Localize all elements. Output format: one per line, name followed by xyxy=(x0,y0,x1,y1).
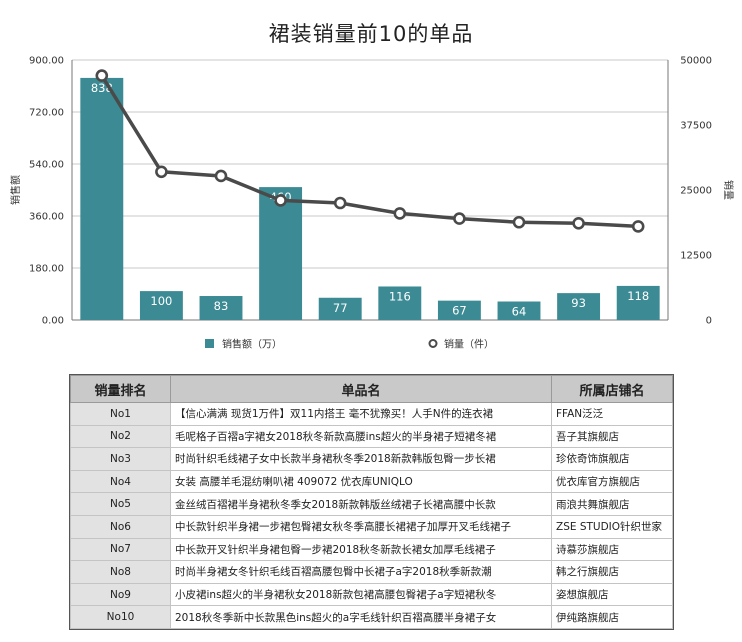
table-row: No4 女装 高腰羊毛混纺喇叭裙 409072 优衣库UNIQLO 优衣库官方旗舰店 xyxy=(70,469,673,494)
bar-value-label: 100 xyxy=(150,294,172,308)
line-point xyxy=(631,220,645,233)
table-row: No9 小皮裙ins超火的半身裙秋女2018新款包裙高腰包臀裙子a字短裙秋冬 姿想旗… xyxy=(70,582,673,607)
line-point xyxy=(393,207,407,220)
legend-bar-swatch xyxy=(205,339,214,348)
rank-cell: No4 xyxy=(70,469,171,494)
ranking-table: 销量排名 单品名 所属店铺名 No1 【信心满满 现货1万件】双11内搭王 毫不犹… xyxy=(69,374,674,630)
y-left-tick-label: 720.00 xyxy=(29,108,64,119)
bar xyxy=(139,291,183,320)
table-row: No2 毛呢格子百褶a字裙女2018秋冬新款高腰ins超火的半身裙子短裙冬裙 吾子其… xyxy=(70,424,673,449)
line-point xyxy=(274,194,287,207)
y-left-tick-label: 540.00 xyxy=(29,160,64,171)
product-cell: 时尚半身裙女冬针织毛线百褶高腰包臀中长裙子a字2018秋季新款潮 xyxy=(170,560,552,584)
header-shop: 所属店铺名 xyxy=(551,375,673,403)
y-left-tick-label: 180.00 xyxy=(29,264,64,275)
shop-cell: 诗慕莎旗舰店 xyxy=(551,537,673,562)
y-left-tick-label: 900.00 xyxy=(29,56,64,67)
bar xyxy=(497,301,541,320)
shop-cell: 韩之行旗舰店 xyxy=(551,560,673,584)
table-header-row: 销量排名 单品名 所属店铺名 xyxy=(70,375,673,403)
table-row: No3 时尚针织毛线裙子女中长款半身裙秋冬季2018新款韩版包臀一步长裙 珍依奇饰旗… xyxy=(70,447,673,471)
product-cell: 【信心满满 现货1万件】双11内搭王 毫不犹豫买！人手N件的连衣裙 xyxy=(170,402,552,426)
shop-cell: ZSE STUDIO针织世家 xyxy=(551,514,673,539)
header-product: 单品名 xyxy=(170,375,552,403)
shop-cell: FFAN泛泛 xyxy=(551,402,673,426)
legend-bar-label: 销售额（万） xyxy=(222,338,282,351)
y-left-tick-label: 360.00 xyxy=(29,212,64,223)
shop-cell: 伊纯路旗舰店 xyxy=(551,605,673,629)
y-left-tick-label: 0.00 xyxy=(42,316,64,327)
product-cell: 女装 高腰羊毛混纺喇叭裙 409072 优衣库UNIQLO xyxy=(170,469,552,494)
product-cell: 时尚针织毛线裙子女中长款半身裙秋冬季2018新款韩版包臀一步长裙 xyxy=(170,447,552,471)
rank-cell: No9 xyxy=(70,582,171,607)
chart-title: 裙装销量前10的单品 xyxy=(268,22,474,46)
table-row: No7 中长款开叉针织半身裙包臀一步裙2018秋冬新款长裙女加厚毛线裙子 诗慕莎旗舰… xyxy=(70,537,673,562)
y-right-tick-label: 0 xyxy=(706,316,712,327)
y-right-axis-title: 销量 xyxy=(722,180,735,200)
shop-cell: 优衣库官方旗舰店 xyxy=(551,469,673,494)
line-point xyxy=(155,165,168,179)
bar xyxy=(199,296,243,320)
line-point xyxy=(214,169,228,183)
line-point xyxy=(95,69,109,82)
shop-cell: 姿想旗舰店 xyxy=(551,582,673,607)
product-cell: 2018秋冬季新中长款黑色ins超火的a字毛线针织百褶高腰半身裙子女 xyxy=(170,605,552,629)
bar xyxy=(259,187,303,320)
y-right-tick-label: 50000 xyxy=(680,56,712,67)
product-cell: 中长款针织半身裙一步裙包臀裙女秋冬季高腰长裙裙子加厚开叉毛线裙子 xyxy=(170,514,552,539)
bar xyxy=(80,77,124,321)
bar-value-label: 67 xyxy=(452,304,467,318)
line-point xyxy=(453,212,466,225)
line-point xyxy=(333,196,347,210)
rank-cell: No10 xyxy=(70,605,171,629)
bar-value-label: 64 xyxy=(512,305,527,319)
product-cell: 中长款开叉针织半身裙包臀一步裙2018秋冬新款长裙女加厚毛线裙子 xyxy=(170,537,552,562)
bar-value-label: 118 xyxy=(627,289,649,303)
sales-volume-line xyxy=(100,74,639,229)
table-row: No8 时尚半身裙女冬针织毛线百褶高腰包臀中长裙子a字2018秋季新款潮 韩之行旗舰… xyxy=(70,560,673,584)
y-right-tick-label: 25000 xyxy=(680,186,712,197)
rank-cell: No5 xyxy=(70,492,171,516)
y-left-axis-title: 销售额 xyxy=(9,175,22,205)
bar xyxy=(616,285,660,320)
table-row: No10 2018秋冬季新中长款黑色ins超火的a字毛线针织百褶高腰半身裙子女 伊纯… xyxy=(70,605,673,629)
shop-cell: 雨浪共舞旗舰店 xyxy=(551,492,673,516)
product-cell: 金丝绒百褶裙半身裙秋冬季女2018新款韩版丝绒裙子长裙高腰中长款 xyxy=(170,492,552,516)
shop-cell: 吾子其旗舰店 xyxy=(551,424,673,449)
bar xyxy=(557,293,601,320)
rank-cell: No6 xyxy=(70,514,171,539)
bar-value-label: 83 xyxy=(214,299,229,313)
bar xyxy=(437,300,481,320)
line-point xyxy=(512,215,526,229)
product-cell: 毛呢格子百褶a字裙女2018秋冬新款高腰ins超火的半身裙子短裙冬裙 xyxy=(170,424,552,449)
bar-value-label: 93 xyxy=(571,296,586,310)
bar-value-label: 116 xyxy=(389,289,411,303)
table-row: No5 金丝绒百褶裙半身裙秋冬季女2018新款韩版丝绒裙子长裙高腰中长款 雨浪共舞旗… xyxy=(70,492,673,516)
table-row: No1 【信心满满 现货1万件】双11内搭王 毫不犹豫买！人手N件的连衣裙 FFAN… xyxy=(70,402,673,426)
rank-cell: No1 xyxy=(70,402,171,426)
line-point xyxy=(572,216,585,230)
y-right-tick-label: 12500 xyxy=(680,251,712,262)
shop-cell: 珍依奇饰旗舰店 xyxy=(551,447,673,471)
bar xyxy=(318,297,362,320)
y-right-tick-label: 37500 xyxy=(680,121,712,132)
bar-value-label: 77 xyxy=(333,301,348,315)
rank-cell: No7 xyxy=(70,537,171,562)
rank-cell: No3 xyxy=(70,447,171,471)
header-rank: 销量排名 xyxy=(70,375,171,403)
product-cell: 小皮裙ins超火的半身裙秋女2018新款包裙高腰包臀裙子a字短裙秋冬 xyxy=(170,582,552,607)
legend-line-label: 销量（件） xyxy=(444,338,494,351)
bar xyxy=(378,286,422,320)
rank-cell: No8 xyxy=(70,560,171,584)
legend-line-marker xyxy=(428,339,438,348)
combo-chart: 900.00 720.00 540.00 360.00 180.00 0.00 50000 3… xyxy=(9,56,735,351)
rank-cell: No2 xyxy=(70,424,171,449)
table-row: No6 中长款针织半身裙一步裙包臀裙女秋冬季高腰长裙裙子加厚开叉毛线裙子 ZSE S… xyxy=(70,514,673,539)
